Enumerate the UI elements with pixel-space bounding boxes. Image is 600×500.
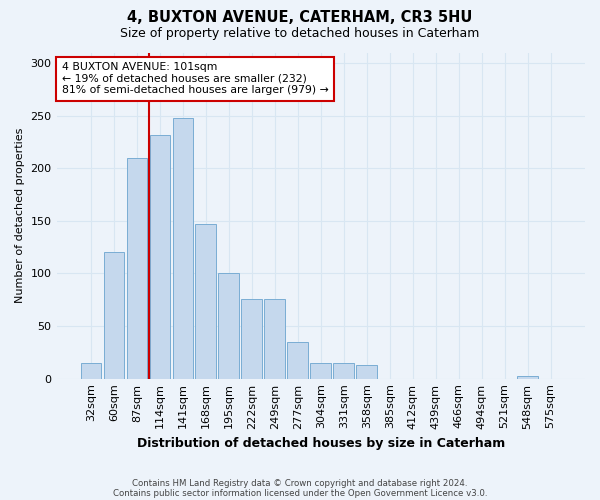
Text: Contains HM Land Registry data © Crown copyright and database right 2024.: Contains HM Land Registry data © Crown c… bbox=[132, 478, 468, 488]
Bar bbox=[104, 252, 124, 378]
Bar bbox=[265, 298, 285, 378]
Bar bbox=[356, 365, 377, 378]
X-axis label: Distribution of detached houses by size in Caterham: Distribution of detached houses by size … bbox=[137, 437, 505, 450]
Bar bbox=[80, 363, 101, 378]
Text: 4 BUXTON AVENUE: 101sqm
← 19% of detached houses are smaller (232)
81% of semi-d: 4 BUXTON AVENUE: 101sqm ← 19% of detache… bbox=[62, 62, 329, 96]
Bar bbox=[127, 158, 147, 378]
Bar bbox=[241, 298, 262, 378]
Bar bbox=[517, 376, 538, 378]
Bar bbox=[196, 224, 216, 378]
Y-axis label: Number of detached properties: Number of detached properties bbox=[15, 128, 25, 304]
Text: Contains public sector information licensed under the Open Government Licence v3: Contains public sector information licen… bbox=[113, 488, 487, 498]
Bar bbox=[149, 134, 170, 378]
Bar bbox=[334, 363, 354, 378]
Bar bbox=[287, 342, 308, 378]
Text: 4, BUXTON AVENUE, CATERHAM, CR3 5HU: 4, BUXTON AVENUE, CATERHAM, CR3 5HU bbox=[127, 10, 473, 25]
Bar bbox=[218, 274, 239, 378]
Bar bbox=[310, 363, 331, 378]
Text: Size of property relative to detached houses in Caterham: Size of property relative to detached ho… bbox=[121, 28, 479, 40]
Bar bbox=[173, 118, 193, 378]
